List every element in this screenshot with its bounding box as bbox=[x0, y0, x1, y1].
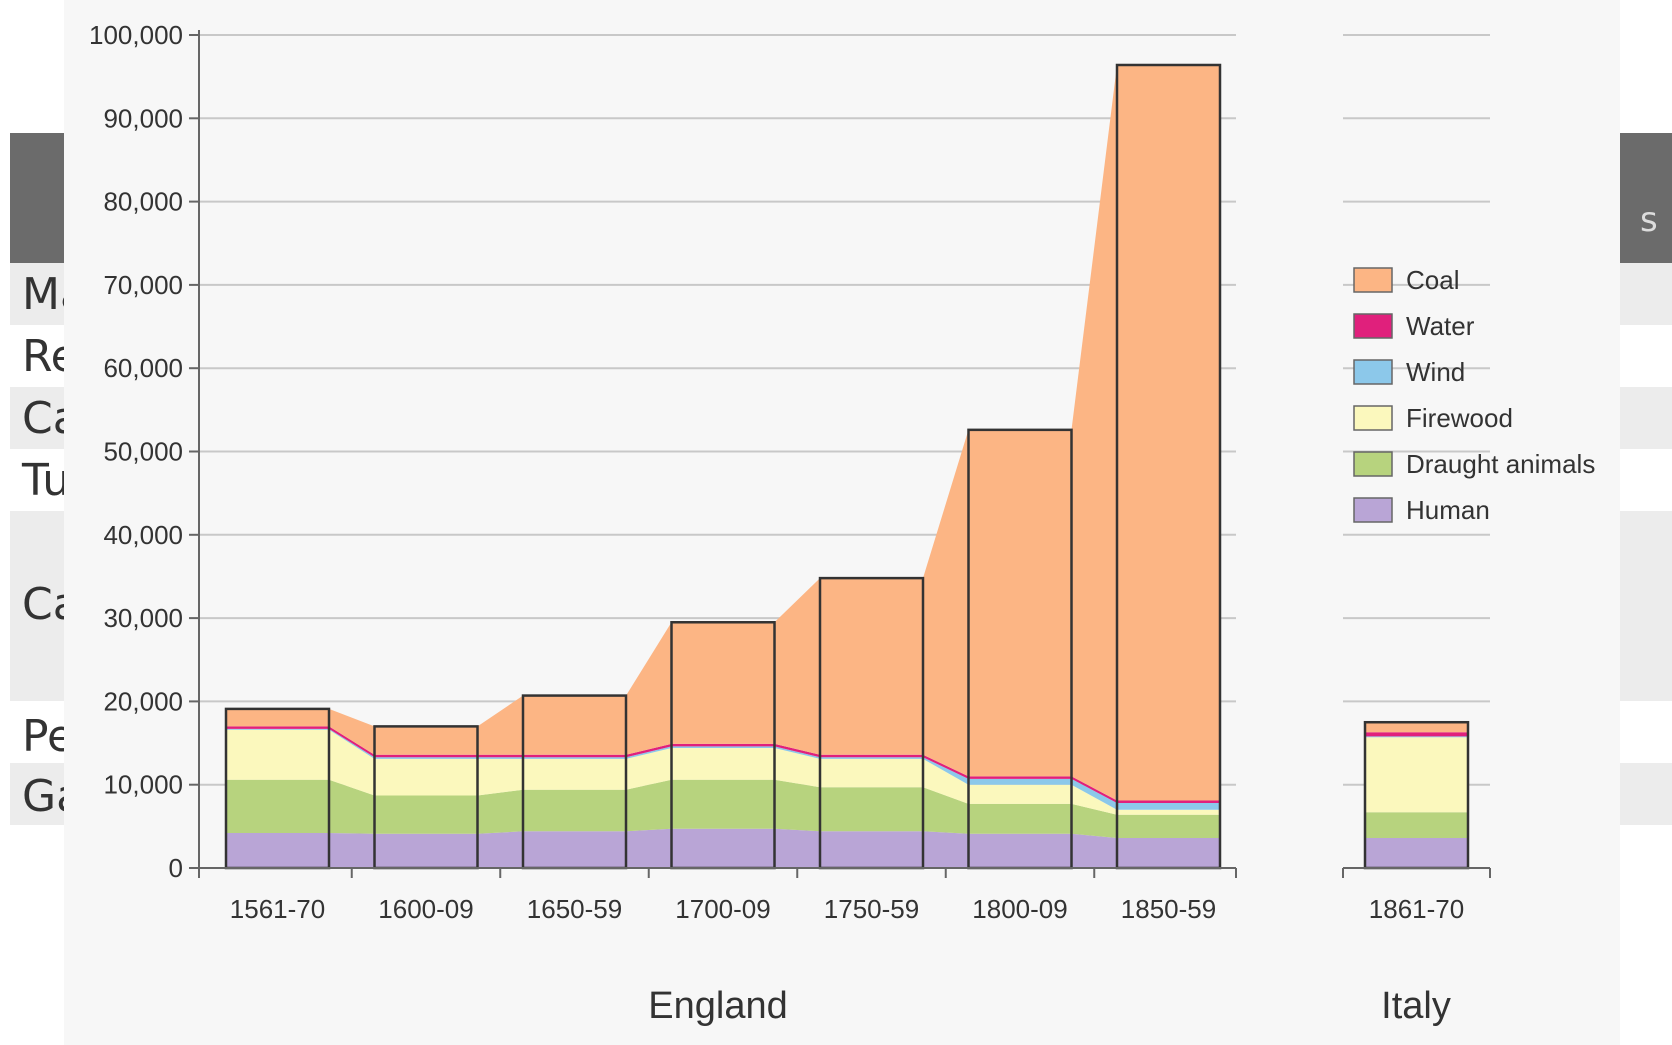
background-header-fragment: s bbox=[1640, 200, 1658, 240]
x-tick-label: 1800-09 bbox=[972, 894, 1067, 924]
legend-swatch bbox=[1353, 497, 1393, 523]
legend-swatch bbox=[1353, 313, 1393, 339]
legend-label: Draught animals bbox=[1406, 449, 1595, 479]
x-tick-label: 1650-59 bbox=[527, 894, 622, 924]
area-band-firewood bbox=[1365, 737, 1468, 813]
x-tick-label: 1561-70 bbox=[230, 894, 325, 924]
background-row-fill bbox=[1620, 511, 1672, 701]
y-tick-label: 60,000 bbox=[103, 353, 183, 383]
x-tick-label: 1600-09 bbox=[378, 894, 473, 924]
legend-label: Human bbox=[1406, 495, 1490, 525]
y-tick-label: 100,000 bbox=[89, 20, 183, 50]
y-tick-label: 70,000 bbox=[103, 270, 183, 300]
area-band-human bbox=[1365, 838, 1468, 868]
y-tick-label: 80,000 bbox=[103, 187, 183, 217]
y-tick-label: 40,000 bbox=[103, 520, 183, 550]
area-layer bbox=[226, 65, 1468, 868]
area-band-firewood bbox=[226, 729, 1220, 815]
area-band-draught-animals bbox=[1365, 812, 1468, 838]
x-tick-label: 1750-59 bbox=[824, 894, 919, 924]
legend-layer: Coal Water Wind Firewood Draught animals Huma… bbox=[1353, 265, 1595, 525]
legend-swatch bbox=[1353, 451, 1393, 477]
area-band-wind bbox=[1365, 736, 1468, 738]
legend-label: Wind bbox=[1406, 357, 1465, 387]
background-row: Tu bbox=[10, 449, 1672, 511]
x-tick-label: 1700-09 bbox=[675, 894, 770, 924]
area-band-human bbox=[226, 828, 1220, 868]
area-band-draught-animals bbox=[226, 779, 1220, 838]
legend-swatch bbox=[1353, 405, 1393, 431]
legend-swatch bbox=[1353, 267, 1393, 293]
group-label: England bbox=[648, 985, 787, 1027]
legend-label: Water bbox=[1406, 311, 1475, 341]
x-tick-label: 1861-70 bbox=[1369, 894, 1464, 924]
group-label: Italy bbox=[1381, 985, 1451, 1027]
background-row-fill bbox=[1620, 763, 1672, 825]
axis-layer bbox=[189, 30, 1491, 878]
legend-label: Firewood bbox=[1406, 403, 1513, 433]
background-row-label: Tu bbox=[22, 455, 71, 506]
label-layer: 0 10,000 20,000 30,000 40,000 50,000 60,000 70,… bbox=[89, 20, 1464, 1027]
y-tick-label: 90,000 bbox=[103, 103, 183, 133]
area-band-coal bbox=[1365, 722, 1468, 733]
y-tick-label: 10,000 bbox=[103, 770, 183, 800]
x-tick-label: 1850-59 bbox=[1121, 894, 1216, 924]
y-tick-label: 30,000 bbox=[103, 603, 183, 633]
background-row-fill bbox=[1620, 387, 1672, 449]
chart-panel: 0 10,000 20,000 30,000 40,000 50,000 60,000 70,… bbox=[64, 0, 1620, 1045]
y-tick-label: 20,000 bbox=[103, 686, 183, 716]
y-tick-label: 0 bbox=[169, 853, 183, 883]
area-band-coal bbox=[226, 65, 1220, 801]
y-tick-label: 50,000 bbox=[103, 437, 183, 467]
background-row-fill bbox=[1620, 263, 1672, 325]
legend-label: Coal bbox=[1406, 265, 1459, 295]
legend-swatch bbox=[1353, 359, 1393, 385]
energy-chart: 0 10,000 20,000 30,000 40,000 50,000 60,000 70,… bbox=[89, 20, 1595, 1027]
area-band-water bbox=[1365, 732, 1468, 737]
